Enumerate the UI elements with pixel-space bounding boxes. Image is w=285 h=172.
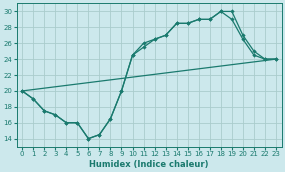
X-axis label: Humidex (Indice chaleur): Humidex (Indice chaleur) [89, 159, 209, 169]
